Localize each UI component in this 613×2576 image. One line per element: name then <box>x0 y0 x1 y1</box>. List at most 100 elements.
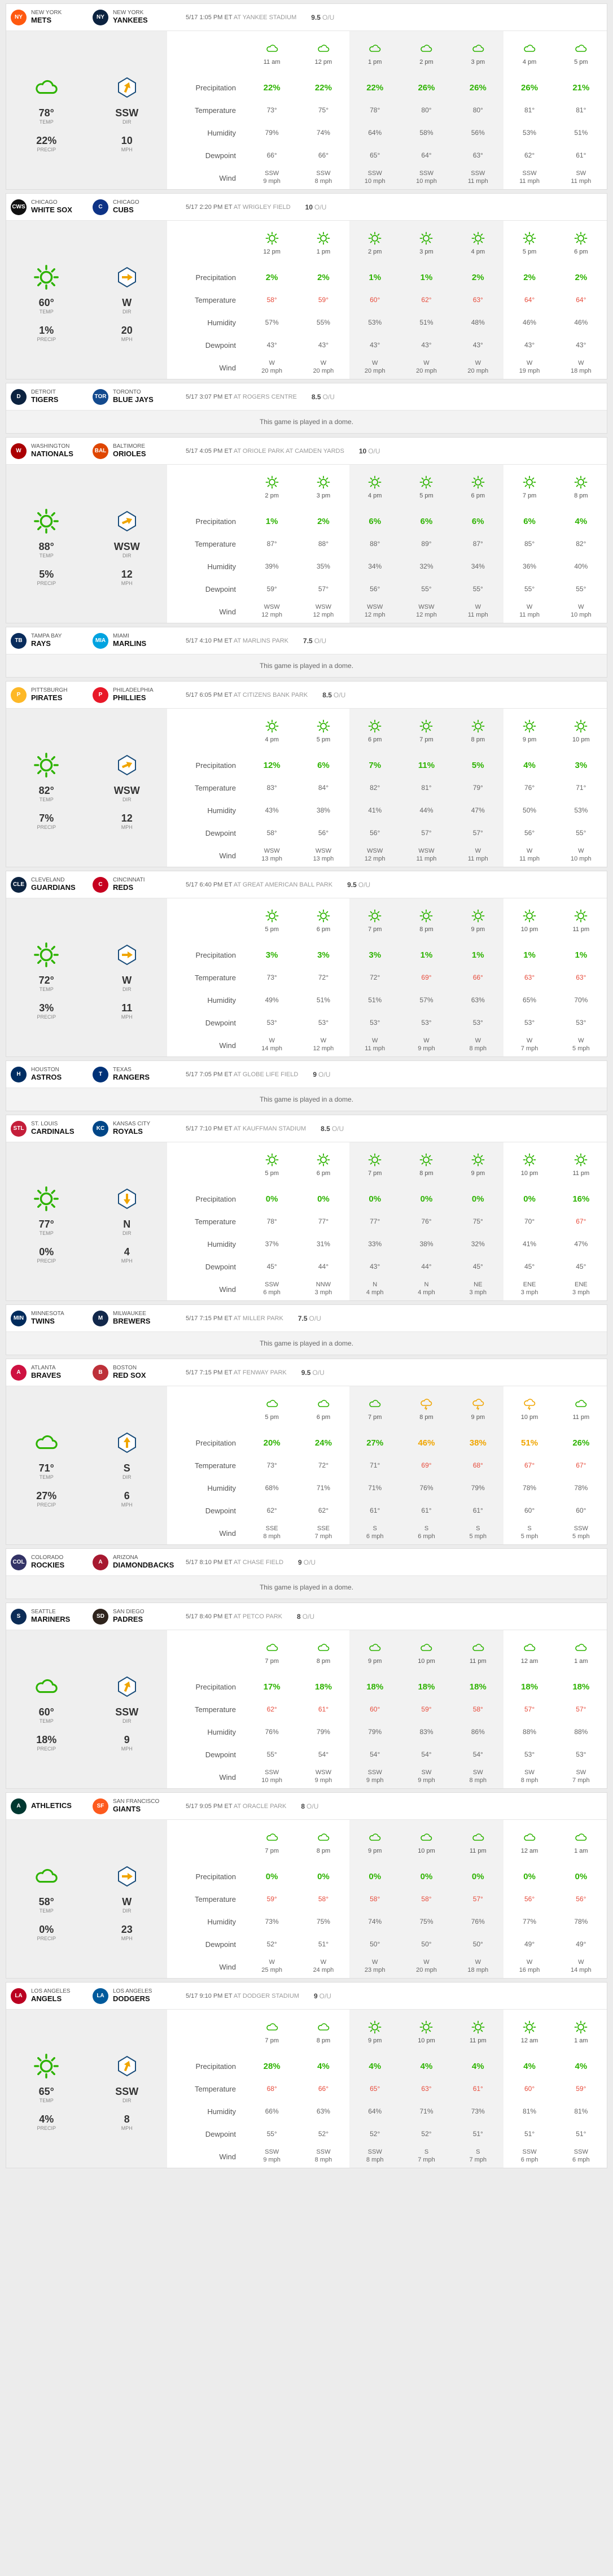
dewpoint-value: 53° <box>370 1019 380 1027</box>
home-team[interactable]: KC KANSAS CITY ROYALS <box>93 1120 174 1137</box>
home-team[interactable]: LA LOS ANGELES DODGERS <box>93 1988 174 2004</box>
wind-value: WSW 12 mph <box>261 604 282 618</box>
cloud-icon <box>421 1644 432 1651</box>
cloud-icon <box>524 1644 536 1651</box>
sun-icon <box>34 2054 59 2079</box>
humidity-value: 32% <box>419 562 434 570</box>
home-team[interactable]: NY NEW YORK YANKEES <box>93 9 174 25</box>
wind-value: SSW 11 mph <box>519 170 540 185</box>
humidity-value: 81% <box>523 2107 537 2115</box>
home-team[interactable]: MIA MIAMI MARLINS <box>93 632 174 649</box>
precip-value: 4% <box>575 516 588 526</box>
hour-label: 2 pm <box>419 59 434 66</box>
wind-value: SW 8 mph <box>520 1769 538 1784</box>
team-logo: A <box>93 1554 108 1570</box>
away-team[interactable]: P PITTSBURGH PIRATES <box>11 687 93 703</box>
game-header: H HOUSTON ASTROS T TEXAS RANGERS 5/17 7:05 PM … <box>6 1061 607 1088</box>
wind-value: W 11 mph <box>519 604 540 618</box>
home-team[interactable]: BAL BALTIMORE ORIOLES <box>93 443 174 459</box>
wind-value: ENE 3 mph <box>520 1281 538 1296</box>
away-team[interactable]: TB TAMPA BAY RAYS <box>11 632 93 649</box>
dewpoint-value: 53° <box>524 1019 535 1027</box>
over-under: 9 O/U <box>313 1070 331 1079</box>
temp-value: 71° <box>576 784 586 792</box>
row-label: Precipitation <box>195 950 236 959</box>
home-team[interactable]: SF SAN FRANCISCO GIANTS <box>93 1798 174 1814</box>
away-team[interactable]: A ATLANTA BRAVES <box>11 1364 93 1381</box>
wind-value: SW 7 mph <box>572 1769 590 1784</box>
wind-direction-icon <box>117 77 136 98</box>
dewpoint-value: 54° <box>421 1750 432 1758</box>
hour-label: 4 pm <box>265 736 279 743</box>
away-team[interactable]: STL ST. LOUIS CARDINALS <box>11 1120 93 1137</box>
hour-label: 1 am <box>574 1848 588 1854</box>
dewpoint-value: 45° <box>266 1263 277 1270</box>
away-team[interactable]: W WASHINGTON NATIONALS <box>11 443 93 459</box>
hour-column: 8 pm 4% 66° 63% 52° SSW 8 mph <box>297 2010 349 2168</box>
game-header: D DETROIT TIGERS TOR TORONTO BLUE JAYS 5/17 3:… <box>6 383 607 411</box>
hour-column: 9 pm 18% 60° 79% 54° SSW 9 mph <box>349 1630 401 1788</box>
game-time: 5/17 7:15 PM ET AT FENWAY PARK <box>186 1369 287 1376</box>
hour-column: 10 pm 0% 58° 75% 50° W 20 mph <box>400 1820 453 1978</box>
home-team[interactable]: T TEXAS RANGERS <box>93 1066 174 1082</box>
row-label: Wind <box>219 1772 236 1782</box>
temp-value: 64° <box>576 296 586 304</box>
away-team[interactable]: NY NEW YORK METS <box>11 9 93 25</box>
team-logo: NY <box>11 9 27 25</box>
game-header: A ATLANTA BRAVES B BOSTON RED SOX 5/17 7:15 PM… <box>6 1359 607 1386</box>
dewpoint-value: 55° <box>266 2130 277 2138</box>
wind-value: W 20 mph <box>416 360 437 374</box>
team-name: CUBS <box>113 205 134 214</box>
dewpoint-value: 55° <box>576 585 586 593</box>
home-team[interactable]: B BOSTON RED SOX <box>93 1364 174 1381</box>
game-summary: 60° TEMP 18% PRECIP SSW DIR 9 MPH <box>6 1630 167 1788</box>
dewpoint-value: 52° <box>370 2130 380 2138</box>
wind-value: W 24 mph <box>313 1959 334 1974</box>
row-label: Wind <box>219 2152 236 2161</box>
home-team[interactable]: C CINCINNATI REDS <box>93 876 174 893</box>
humidity-value: 58% <box>419 129 434 137</box>
home-team[interactable]: C CHICAGO CUBS <box>93 199 174 215</box>
away-team[interactable]: COL COLORADO ROCKIES <box>11 1554 93 1570</box>
home-team[interactable]: M MILWAUKEE BREWERS <box>93 1310 174 1326</box>
home-team[interactable]: SD SAN DIEGO PADRES <box>93 1608 174 1625</box>
dewpoint-value: 57° <box>472 829 483 837</box>
row-label: Dewpoint <box>205 1750 236 1759</box>
summary-wind-speed: 6 <box>124 1490 130 1501</box>
away-team[interactable]: MIN MINNESOTA TWINS <box>11 1310 93 1326</box>
summary-precip: 27% <box>36 1490 57 1501</box>
away-team[interactable]: S SEATTLE MARINERS <box>11 1608 93 1625</box>
hour-column: 12 pm 2% 58° 57% 43° W 20 mph <box>246 221 297 379</box>
away-team[interactable]: LA LOS ANGELES ANGELS <box>11 1988 93 2004</box>
away-team[interactable]: H HOUSTON ASTROS <box>11 1066 93 1082</box>
humidity-value: 74% <box>316 129 330 137</box>
temp-value: 66° <box>318 2085 329 2093</box>
temp-value: 59° <box>318 296 329 304</box>
hour-column: 8 pm 4% 82° 40% 55° W 10 mph <box>555 465 607 623</box>
game-time: 5/17 9:05 PM ET AT ORACLE PARK <box>186 1802 287 1810</box>
away-team[interactable]: D DETROIT TIGERS <box>11 388 93 405</box>
wind-value: WSW 12 mph <box>313 604 334 618</box>
precip-value: 18% <box>469 1682 487 1692</box>
precip-value: 0% <box>471 1194 484 1204</box>
sun-icon <box>317 232 330 245</box>
summary-wind-dir: S <box>123 1462 130 1474</box>
home-team[interactable]: A ARIZONA DIAMONDBACKS <box>93 1554 174 1570</box>
home-team[interactable]: TOR TORONTO BLUE JAYS <box>93 388 174 405</box>
wind-direction-icon <box>117 1188 136 1210</box>
away-team[interactable]: CWS CHICAGO WHITE SOX <box>11 199 93 215</box>
away-team[interactable]: A ATHLETICS <box>11 1798 93 1814</box>
temp-value: 75° <box>472 1217 483 1225</box>
humidity-value: 79% <box>471 1484 485 1492</box>
row-label: Precipitation <box>195 761 236 770</box>
temp-value: 75° <box>318 106 329 114</box>
away-team[interactable]: CLE CLEVELAND GUARDIANS <box>11 876 93 893</box>
summary-precip: 5% <box>39 569 54 580</box>
hour-label: 10 pm <box>520 1170 538 1177</box>
home-team[interactable]: P PHILADELPHIA PHILLIES <box>93 687 174 703</box>
